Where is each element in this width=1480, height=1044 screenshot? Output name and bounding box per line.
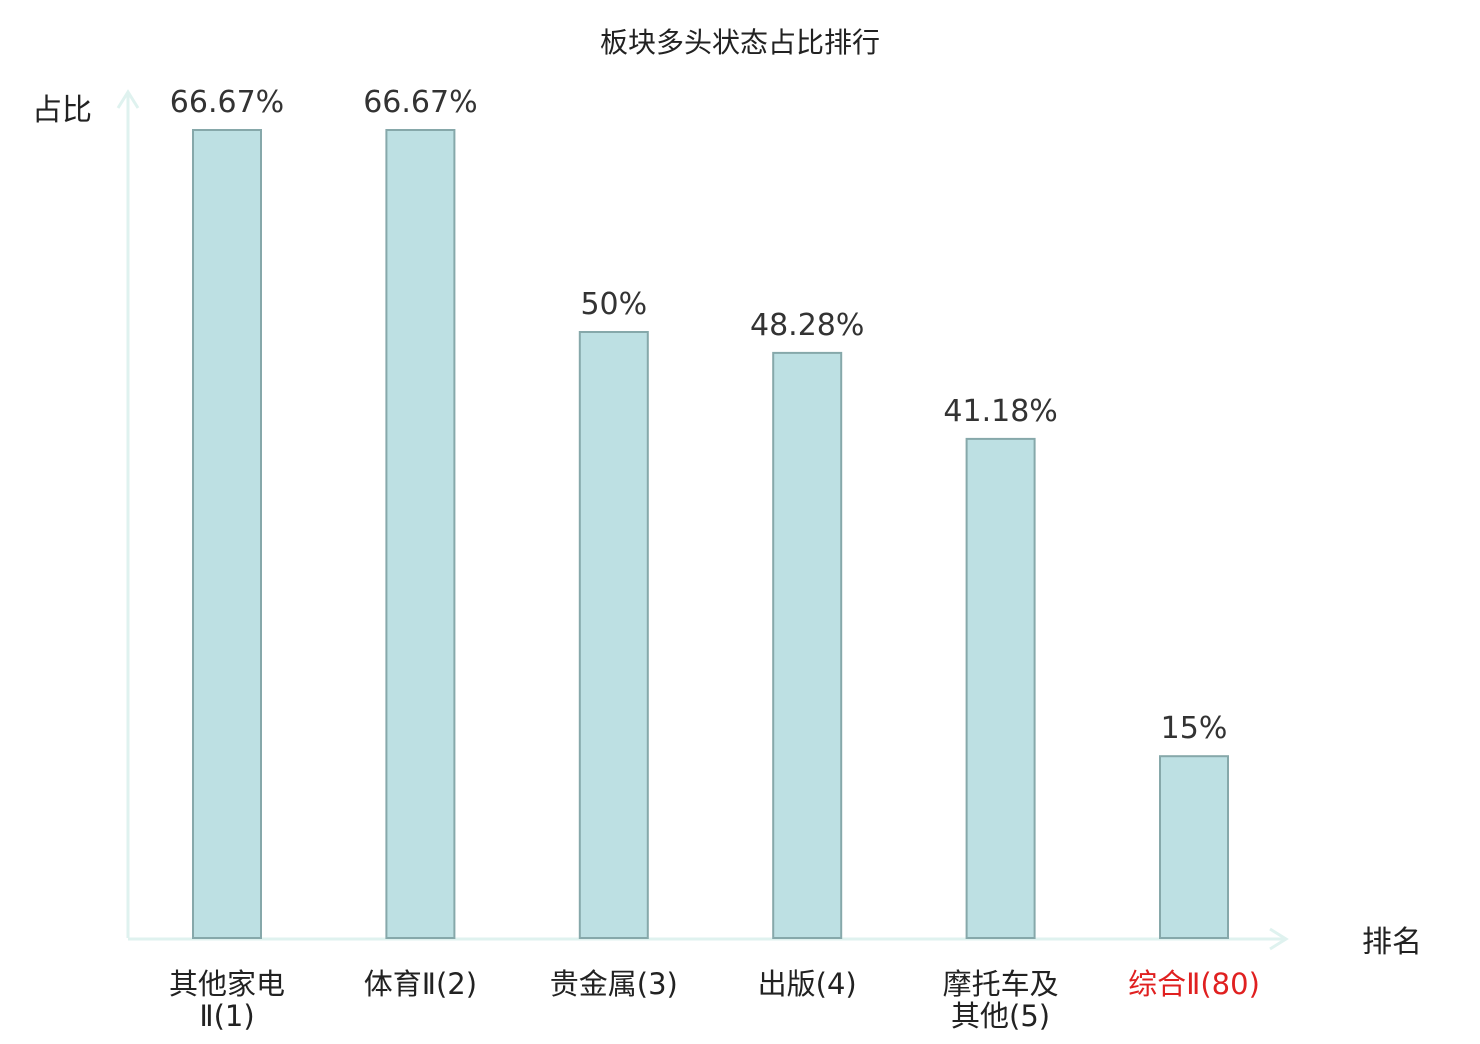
x-tick-label-6: 综合Ⅱ(80): [1128, 967, 1260, 1001]
axes: [116, 89, 1289, 951]
bar-5: [965, 437, 1036, 939]
x-tick-label-3: 贵金属(3): [550, 967, 678, 1001]
value-labels: 66.67% 66.67% 50% 48.28% 41.18% 15%: [170, 85, 1228, 746]
value-label-1: 66.67%: [170, 85, 284, 120]
bar-series: [192, 129, 1229, 940]
bar-6: [1159, 755, 1229, 940]
x-tick-label-1-line-2: Ⅱ(1): [199, 999, 254, 1033]
value-label-2: 66.67%: [363, 85, 477, 120]
value-label-6: 15%: [1161, 711, 1228, 746]
value-label-4: 48.28%: [750, 308, 864, 343]
y-axis-label: 占比: [32, 93, 92, 128]
x-tick-label-1-line-1: 其他家电: [169, 967, 285, 1001]
y-axis-arrow-icon: [116, 89, 140, 109]
x-axis-arrow-icon: [1269, 927, 1289, 951]
bar-2: [385, 129, 456, 939]
x-axis-label: 排名: [1362, 925, 1422, 960]
x-tick-label-4: 出版(4): [758, 967, 857, 1001]
chart-title: 板块多头状态占比排行: [600, 26, 880, 59]
bar-4: [772, 351, 843, 939]
bar-1: [192, 129, 262, 939]
value-label-5: 41.18%: [943, 394, 1057, 429]
x-tick-label-5-line-1: 摩托车及: [943, 967, 1059, 1001]
x-tick-label-2: 体育Ⅱ(2): [364, 967, 477, 1001]
bar-3: [578, 331, 649, 939]
value-label-3: 50%: [580, 287, 647, 322]
x-tick-label-5-line-2: 其他(5): [951, 999, 1050, 1033]
